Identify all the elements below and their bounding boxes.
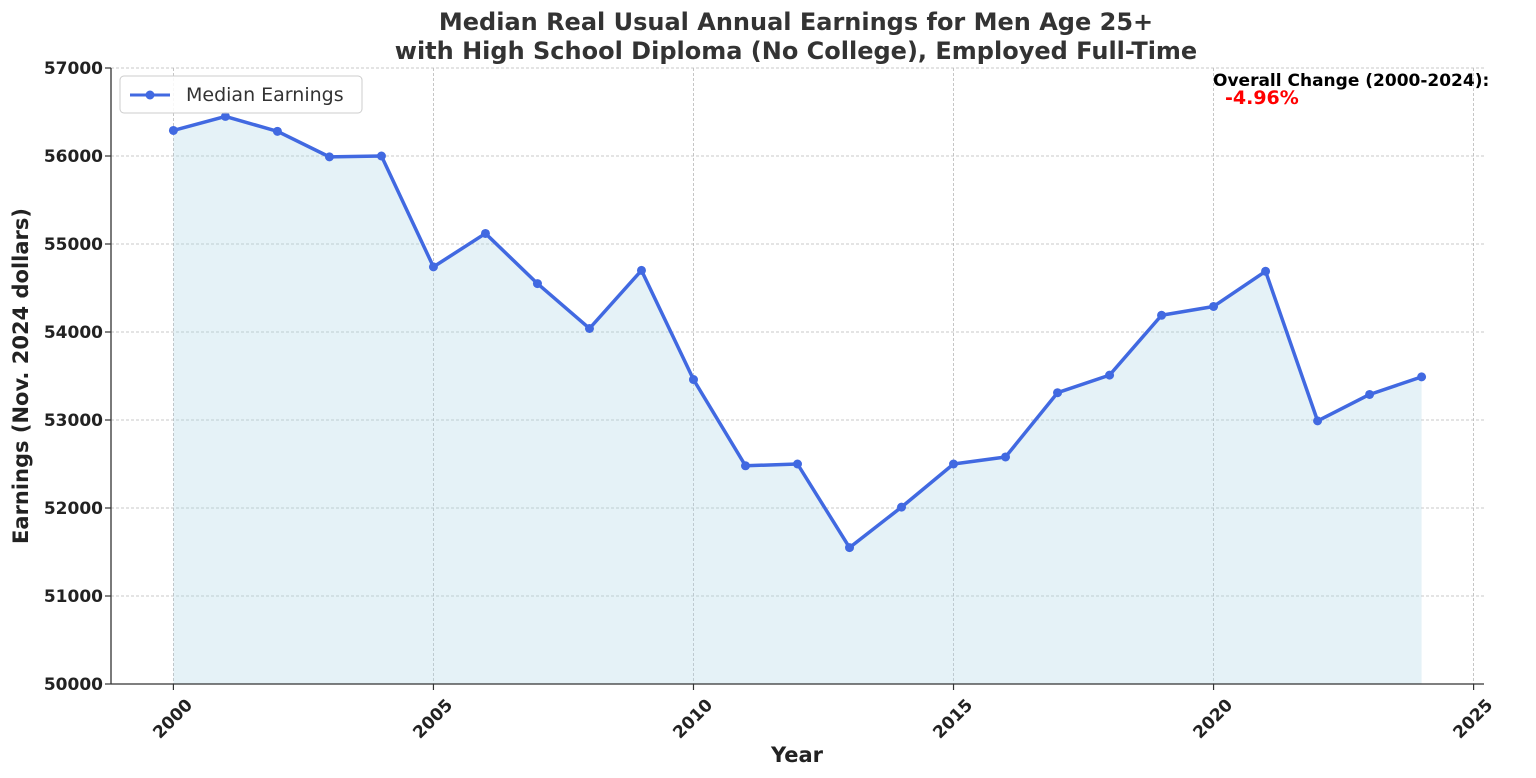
chart-subtitle: with High School Diploma (No College), E… [395,37,1197,65]
data-point [324,152,334,162]
data-point [793,459,802,469]
data-point [897,502,907,512]
data-point [1417,372,1427,382]
x-tick-label: 2005 [409,695,457,743]
y-tick-label: 56000 [44,147,103,167]
x-tick-label: 2000 [149,695,197,743]
data-points [168,111,1427,553]
data-point [636,265,646,275]
y-tick-label: 57000 [44,59,103,79]
legend-box [119,75,363,114]
x-tick-label: 2020 [1189,695,1237,743]
y-tick-label: 55000 [44,235,103,255]
x-axis-label: Year [770,743,824,767]
data-point [1157,310,1167,320]
data-point [1261,266,1271,276]
data-point [845,543,855,553]
data-point [1209,301,1219,311]
data-point [480,228,490,238]
y-tick-label: 53000 [44,411,103,431]
data-point [532,279,542,289]
area-fill [173,116,1422,684]
overall-change-label: Overall Change (2000-2024): [1213,71,1489,91]
data-point [220,111,230,121]
data-point [1105,370,1115,380]
gridlines [111,67,1484,684]
x-tick-label: 2025 [1450,695,1498,743]
data-point [1001,452,1011,462]
y-tick-label: 50000 [44,675,103,695]
data-point [1053,388,1063,398]
chart-title: Median Real Usual Annual Earnings for Me… [439,8,1153,36]
legend: Median Earnings [119,75,363,114]
y-tick-label: 51000 [44,587,103,607]
data-point [1365,389,1375,399]
y-axis-label: Earnings (Nov. 2024 dollars) [9,208,33,544]
data-point [168,125,178,135]
data-point [688,375,698,385]
axes [110,68,1484,685]
data-point [428,262,438,272]
x-tick-label: 2015 [929,695,977,743]
y-tick-label: 52000 [44,499,103,519]
data-point [740,461,750,471]
data-point [376,151,386,161]
data-point [949,459,959,469]
legend-label: Median Earnings [186,84,344,106]
legend-marker-icon [145,90,155,100]
data-point [1313,416,1323,426]
overall-change-value: -4.96% [1225,87,1299,109]
data-point [584,323,594,333]
y-tick-label: 54000 [44,323,103,343]
data-point [272,126,282,136]
x-tick-label: 2010 [669,695,717,743]
